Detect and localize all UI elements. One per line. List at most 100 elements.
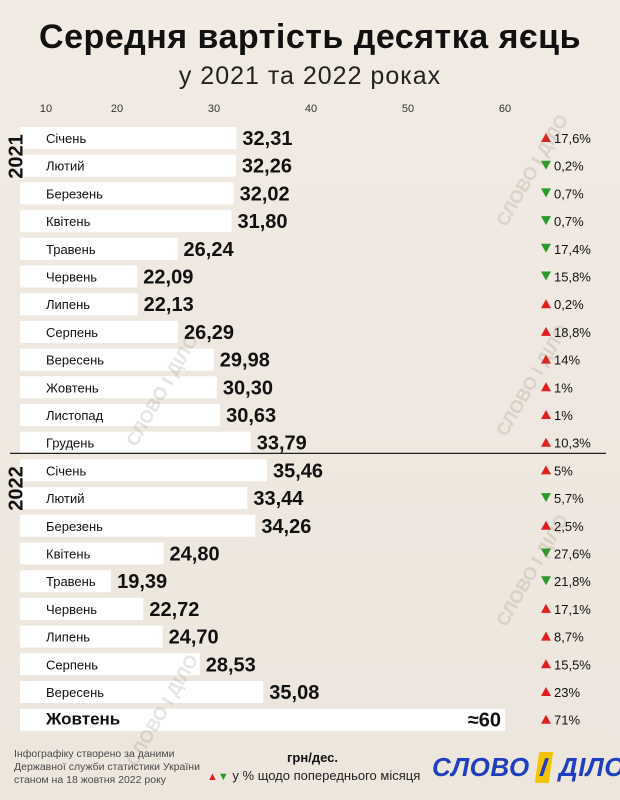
data-label: 24,70 <box>169 627 219 649</box>
bar <box>20 681 264 703</box>
change-label: 14% <box>554 353 580 368</box>
data-label: 22,13 <box>144 294 194 316</box>
month-label: Липень <box>46 630 90 645</box>
data-label: 30,30 <box>223 377 273 399</box>
change-label: 17,1% <box>554 602 591 617</box>
change-label: 15,5% <box>554 657 591 672</box>
up-arrow-icon <box>541 133 551 142</box>
bar <box>20 237 178 260</box>
change-label: 8,7% <box>554 630 584 645</box>
month-label: Листопад <box>46 408 104 423</box>
change-label: 10,3% <box>554 436 591 451</box>
up-arrow-icon <box>541 299 551 309</box>
x-tick-label: 30 <box>208 103 220 115</box>
data-label: 34,26 <box>261 516 311 538</box>
up-arrow-icon <box>541 631 551 641</box>
change-label: 15,8% <box>554 270 591 285</box>
month-label: Жовтень <box>46 380 99 395</box>
bar <box>20 293 138 316</box>
data-label: 24,80 <box>170 544 220 566</box>
legend-text: у % щодо попереднього місяця <box>232 768 421 783</box>
bar <box>20 431 251 454</box>
data-label: 26,29 <box>184 322 234 344</box>
data-label: 33,44 <box>253 488 304 510</box>
month-label: Січень <box>46 131 86 146</box>
change-label: 27,6% <box>554 547 591 562</box>
x-tick-label: 10 <box>40 103 52 115</box>
bar <box>20 597 144 620</box>
change-label: 1% <box>554 380 573 395</box>
month-label: Червень <box>46 602 97 617</box>
bar <box>20 127 237 149</box>
up-arrow-icon <box>541 326 551 336</box>
data-label: 35,46 <box>273 460 323 482</box>
change-label: 0,2% <box>554 159 584 174</box>
change-label: 17,4% <box>554 242 591 257</box>
down-arrow-icon <box>541 271 551 281</box>
change-label: 0,7% <box>554 214 584 229</box>
data-label: 32,31 <box>242 128 292 150</box>
data-label: 29,98 <box>220 350 270 372</box>
logo: СЛОВО І ДІЛО <box>432 752 620 783</box>
x-tick-label: 20 <box>111 103 123 115</box>
month-label: Травень <box>46 574 96 589</box>
month-label: Січень <box>46 463 86 478</box>
bar <box>20 154 236 177</box>
down-arrow-icon <box>541 216 551 226</box>
year-label: 2021 <box>5 134 28 179</box>
month-label: Березень <box>46 519 103 534</box>
change-label: 5,7% <box>554 491 584 506</box>
unit-label: грн/дес. <box>287 750 338 765</box>
month-label: Лютий <box>46 159 84 174</box>
chart-subtitle: у 2021 та 2022 роках <box>178 62 442 90</box>
bar <box>20 182 234 205</box>
bar <box>20 404 221 426</box>
up-arrow-icon <box>541 520 551 530</box>
x-tick-label: 40 <box>305 103 317 115</box>
month-label: Квітень <box>46 214 91 229</box>
down-arrow-icon <box>541 493 551 503</box>
down-arrow-icon <box>541 576 551 586</box>
chart-title: Середня вартість десятка яєць <box>39 18 581 56</box>
x-tick-label: 50 <box>402 103 414 115</box>
bar <box>20 348 214 371</box>
bar <box>20 514 256 537</box>
month-label: Лютий <box>46 491 84 506</box>
up-triangle-icon: ▲ <box>207 771 218 783</box>
change-label: 71% <box>554 713 580 728</box>
change-label: 18,8% <box>554 325 591 340</box>
data-label: 28,53 <box>206 654 256 676</box>
month-label: Травень <box>46 242 96 257</box>
data-label: ≈60 <box>468 710 501 732</box>
change-label: 0,7% <box>554 186 584 201</box>
data-label: 26,24 <box>184 239 235 261</box>
data-label: 30,63 <box>226 405 276 427</box>
bar <box>20 265 138 288</box>
up-arrow-icon <box>541 659 551 669</box>
data-label: 32,26 <box>242 156 292 178</box>
month-label: Серпень <box>46 657 98 672</box>
change-label: 17,6% <box>554 131 591 146</box>
month-label: Вересень <box>46 353 104 368</box>
change-label: 5% <box>554 463 573 478</box>
up-arrow-icon <box>541 382 551 392</box>
month-label: Липень <box>46 297 90 312</box>
bar <box>20 210 232 233</box>
up-arrow-icon <box>541 603 551 613</box>
bar <box>20 487 248 510</box>
data-label: 35,08 <box>269 682 319 704</box>
up-arrow-icon <box>541 687 551 696</box>
bar <box>20 320 179 343</box>
month-label: Квітень <box>46 547 91 562</box>
data-label: 19,39 <box>117 571 167 593</box>
down-arrow-icon <box>541 160 551 170</box>
year-label: 2022 <box>5 466 28 512</box>
down-arrow-icon <box>541 548 551 558</box>
bar <box>20 376 217 399</box>
change-label: 23% <box>554 685 580 700</box>
bar <box>20 459 267 482</box>
data-label: 22,72 <box>149 599 199 621</box>
change-label: 1% <box>554 408 573 423</box>
data-label: 22,09 <box>143 267 193 289</box>
month-label: Грудень <box>46 436 94 451</box>
